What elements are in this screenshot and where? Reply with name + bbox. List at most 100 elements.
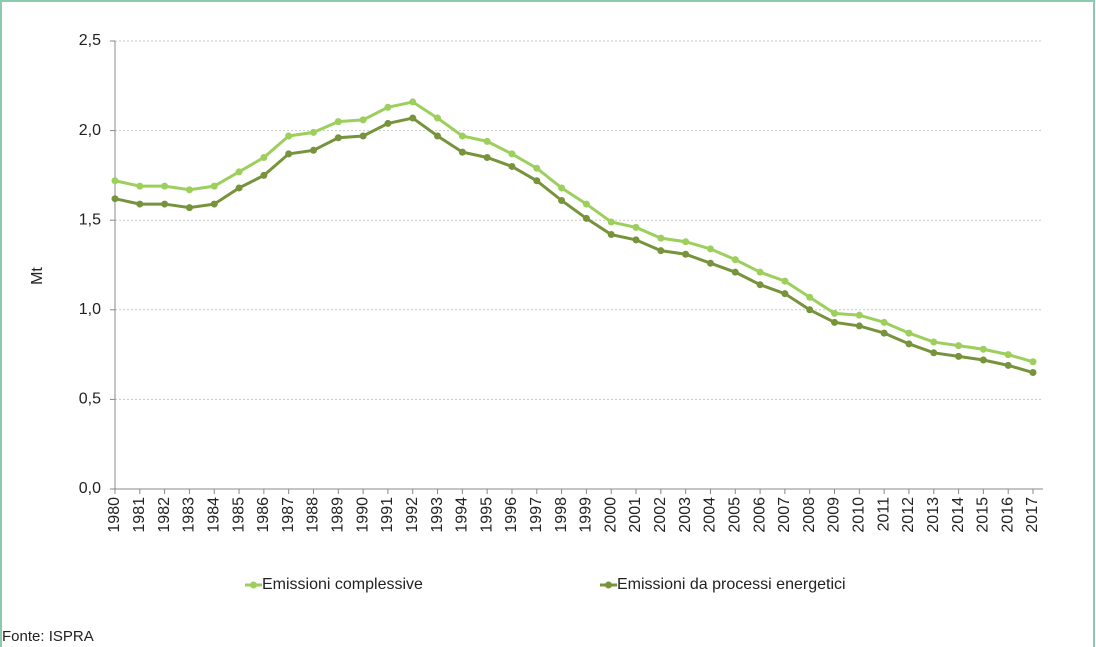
y-tick-label: 2,0	[79, 122, 101, 139]
data-point	[285, 150, 293, 158]
data-point	[905, 329, 913, 337]
x-tick-label: 1986	[255, 497, 272, 533]
y-tick-label: 1,5	[79, 211, 101, 228]
x-tick-label: 1982	[156, 497, 173, 533]
data-point	[831, 318, 839, 326]
data-point	[235, 168, 243, 176]
data-point	[582, 214, 590, 222]
data-point	[1029, 358, 1037, 366]
data-point	[409, 98, 417, 106]
data-point	[831, 309, 839, 317]
data-point	[285, 132, 293, 140]
data-point	[632, 223, 640, 231]
data-point	[806, 293, 814, 301]
data-point	[508, 150, 516, 158]
data-point	[458, 132, 466, 140]
y-tick-label: 1,0	[79, 301, 101, 318]
x-tick-label: 1980	[106, 497, 123, 533]
y-tick-label: 0,0	[79, 480, 101, 497]
data-point	[979, 356, 987, 364]
x-tick-label: 2010	[851, 497, 868, 533]
legend-marker	[250, 581, 257, 589]
data-point	[756, 281, 764, 289]
x-tick-label: 1985	[230, 497, 247, 533]
x-tick-label: 1999	[578, 497, 595, 533]
data-point	[136, 182, 144, 190]
data-point	[979, 345, 987, 353]
x-tick-label: 2011	[875, 497, 892, 532]
data-point	[161, 200, 169, 208]
data-point	[533, 177, 541, 185]
data-point	[781, 277, 789, 285]
data-point	[955, 352, 963, 360]
data-point	[607, 218, 615, 226]
data-point	[136, 200, 144, 208]
x-tick-label: 2002	[652, 497, 669, 533]
data-point	[582, 200, 590, 208]
series-line	[114, 100, 1034, 364]
x-tick-label: 2004	[702, 497, 719, 533]
x-tick-label: 2006	[751, 497, 768, 533]
x-tick-label: 2001	[627, 497, 644, 533]
data-point	[533, 164, 541, 172]
data-point	[806, 306, 814, 314]
data-point	[409, 114, 417, 122]
data-point	[706, 245, 714, 253]
data-point	[1029, 369, 1037, 377]
x-tick-label: 1993	[429, 497, 446, 533]
data-point	[781, 290, 789, 298]
data-point	[632, 236, 640, 244]
data-point	[309, 128, 317, 136]
data-point	[607, 231, 615, 239]
data-point	[434, 132, 442, 140]
x-tick-label: 1984	[205, 497, 222, 533]
data-point	[682, 250, 690, 258]
x-tick-label: 1992	[404, 497, 421, 533]
x-tick-label: 1996	[503, 497, 520, 533]
data-point	[657, 247, 665, 255]
x-tick-label: 2009	[826, 497, 843, 533]
x-tick-label: 1983	[181, 497, 198, 533]
data-point	[235, 184, 243, 192]
data-point	[1004, 361, 1012, 369]
data-point	[309, 146, 317, 154]
data-point	[334, 118, 342, 126]
data-point	[185, 204, 193, 212]
data-point	[855, 322, 863, 330]
data-point	[880, 318, 888, 326]
x-tick-label: 1981	[131, 497, 148, 533]
x-tick-label: 1987	[280, 497, 297, 533]
data-point	[483, 153, 491, 161]
legend-marker	[605, 581, 612, 589]
data-point	[458, 148, 466, 156]
source: Fonte: ISPRA	[2, 628, 94, 645]
data-point	[384, 103, 392, 111]
data-point	[955, 342, 963, 350]
x-tick-label: 2003	[677, 497, 694, 533]
data-point	[558, 184, 566, 192]
data-point	[185, 186, 193, 194]
data-point	[905, 340, 913, 348]
x-tick-label: 2012	[900, 497, 917, 533]
data-point	[210, 200, 218, 208]
data-point	[483, 137, 491, 145]
data-point	[434, 114, 442, 122]
x-tick-label: 2016	[999, 497, 1016, 533]
data-point	[384, 119, 392, 127]
data-point	[756, 268, 764, 276]
x-tick-label: 1997	[528, 497, 545, 533]
data-point	[930, 338, 938, 346]
x-tick-label: 1998	[553, 497, 570, 533]
x-tick-label: 2007	[776, 497, 793, 533]
data-point	[359, 116, 367, 124]
data-point	[682, 238, 690, 246]
data-point	[111, 177, 119, 185]
x-tick-label: 2000	[602, 497, 619, 533]
y-axis-label: Mt	[29, 267, 46, 285]
y-tick-label: 0,5	[79, 391, 101, 408]
x-tick-label: 1988	[305, 497, 322, 533]
data-point	[260, 153, 268, 161]
data-point	[111, 195, 119, 203]
data-point	[731, 256, 739, 264]
